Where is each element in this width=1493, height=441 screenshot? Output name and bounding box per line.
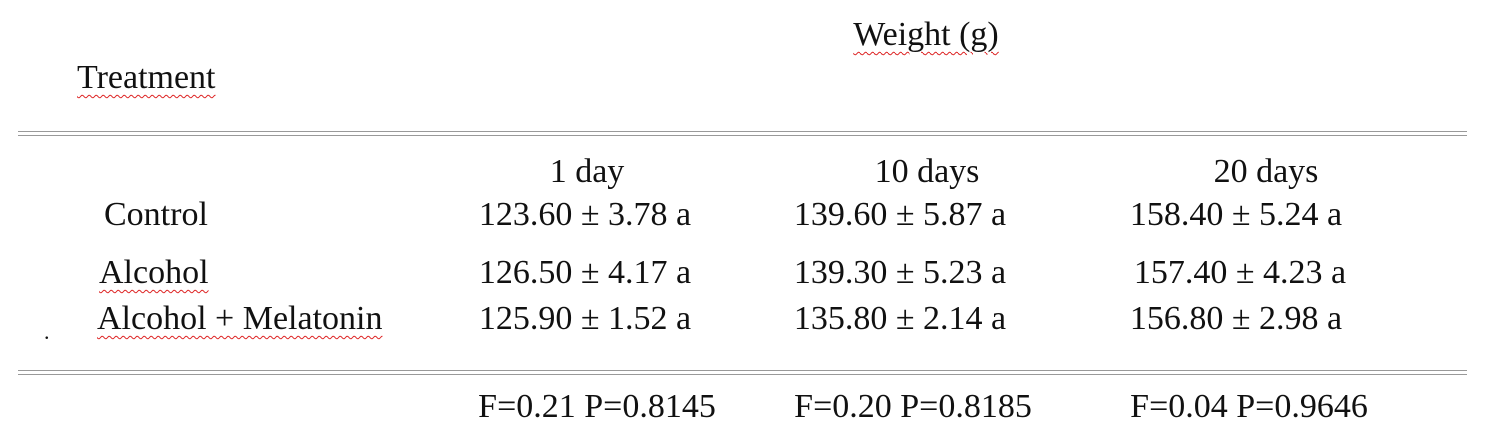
cell: 157.40 ± 4.23 a — [1133, 254, 1347, 291]
row-label: Alcohol + Melatonin — [97, 300, 383, 337]
cell: 123.60 ± 3.78 a — [478, 196, 692, 233]
cell: 126.50 ± 4.17 a — [478, 254, 692, 291]
row-label: Alcohol — [99, 254, 209, 291]
stat-cell: F=0.21 P=0.8145 — [478, 388, 716, 425]
column-header: 10 days — [874, 153, 980, 190]
cell: 139.30 ± 5.23 a — [793, 254, 1007, 291]
rule — [18, 131, 1467, 136]
stat-cell: F=0.20 P=0.8185 — [794, 388, 1032, 425]
row-header: Treatment — [77, 59, 216, 96]
stray-mark: . — [44, 319, 50, 344]
column-header: 20 days — [1213, 153, 1319, 190]
column-header: 1 day — [549, 153, 625, 190]
table-title: Weight (g) — [853, 16, 999, 53]
stat-cell: F=0.04 P=0.9646 — [1130, 388, 1368, 425]
cell: 158.40 ± 5.24 a — [1129, 196, 1343, 233]
cell: 125.90 ± 1.52 a — [478, 300, 692, 337]
rule — [18, 370, 1467, 375]
row-label: Control — [104, 196, 208, 233]
cell: 135.80 ± 2.14 a — [793, 300, 1007, 337]
cell: 139.60 ± 5.87 a — [793, 196, 1007, 233]
cell: 156.80 ± 2.98 a — [1129, 300, 1343, 337]
